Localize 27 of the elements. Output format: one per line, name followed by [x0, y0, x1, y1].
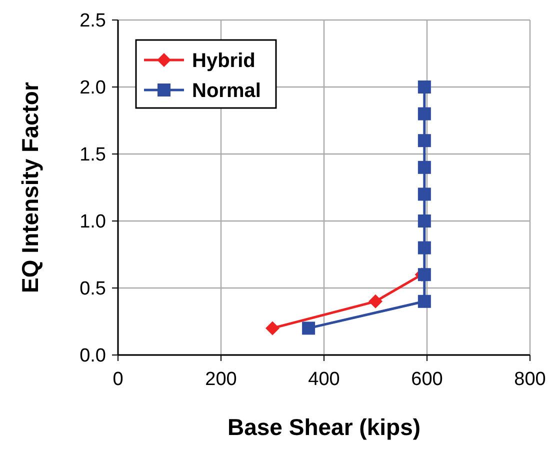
point: [418, 294, 431, 308]
legend-label: Hybrid: [192, 50, 256, 72]
y-tick-label: 2.0: [80, 78, 106, 99]
legend-label: Normal: [192, 80, 261, 102]
y-tick-label: 1.5: [80, 144, 106, 166]
point: [418, 241, 431, 254]
x-tick-label: 400: [308, 369, 340, 390]
x-tick-label: 600: [411, 369, 443, 390]
point: [266, 321, 280, 336]
x-tick-label: 0: [112, 369, 124, 390]
point: [418, 134, 431, 148]
point: [418, 160, 431, 174]
point: [302, 322, 316, 335]
point: [368, 294, 382, 308]
point: [418, 214, 431, 228]
point: [418, 107, 431, 120]
x-tick-label: 800: [514, 369, 546, 390]
y-tick-label: 0.5: [80, 278, 106, 300]
y-tick-label: 1.0: [80, 212, 106, 233]
x-axis-title: Base Shear (kips): [227, 414, 421, 440]
x-tick-label: 200: [205, 369, 237, 390]
point: [418, 188, 431, 201]
y-tick-label: 0.0: [80, 346, 106, 367]
y-tick-label: 2.5: [80, 10, 106, 32]
y-axis-title: EQ Intensity Factor: [17, 82, 43, 293]
point: [418, 268, 431, 282]
point: [418, 80, 431, 94]
